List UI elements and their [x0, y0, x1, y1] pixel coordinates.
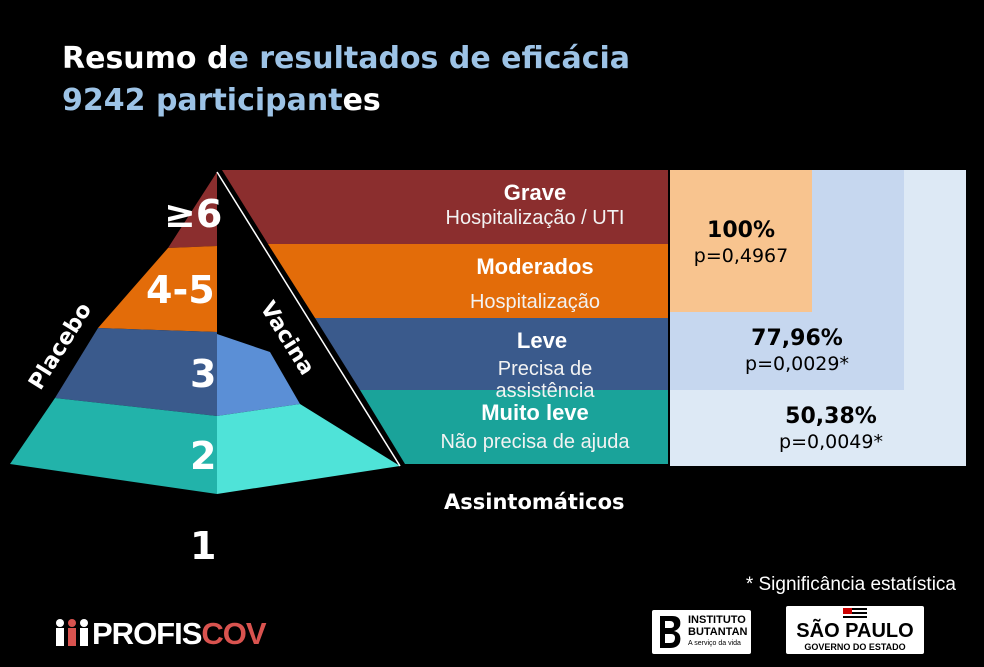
band-moderados-title: Moderados — [476, 254, 594, 279]
pyramid-placebo-moderate — [98, 246, 217, 332]
band-grave-sub: Hospitalização / UTI — [445, 207, 625, 229]
pyramid-vacina-very-mild — [217, 404, 400, 494]
butantan-line-3: A serviço da vida — [688, 640, 741, 647]
level-3: 3 — [190, 352, 217, 396]
pyramid-placebo-very-mild — [10, 398, 217, 494]
band-muito-leve-title: Muito leve — [481, 400, 589, 425]
title-line-2-part-a: 9242 participant — [62, 83, 343, 118]
profiscov-text-b: COV — [201, 616, 266, 651]
band-moderados — [268, 244, 668, 318]
butantan-text: INSTITUTO BUTANTAN A serviço da vida — [688, 614, 747, 650]
butantan-line-1: INSTITUTO — [688, 614, 746, 626]
pyramid-placebo-mild — [55, 328, 217, 416]
profiscov-text-a: PROFIS — [92, 616, 202, 651]
level-2: 2 — [190, 434, 217, 478]
efficacy-p-100: p=0,4967 — [693, 245, 789, 267]
sp-text-1: SÃO PAULO — [796, 620, 914, 642]
sao-paulo-logo: SÃO PAULO GOVERNO DO ESTADO — [786, 606, 924, 654]
band-muito-leve-text: Muito leve Não precisa de ajuda — [400, 400, 670, 454]
efficacy-leve: 77,96% p=0,0029* — [722, 326, 872, 376]
efficacy-p-7796: p=0,0029* — [745, 353, 849, 375]
butantan-logo: INSTITUTO BUTANTAN A serviço da vida — [652, 610, 752, 654]
title-line-1-part-a: Resumo d — [62, 41, 229, 76]
pyramid-vacina-mild — [217, 334, 300, 416]
level-6-plus: ≥6 — [164, 192, 223, 236]
title-line-2-part-b: es — [342, 83, 381, 118]
band-grave-text: Grave Hospitalização / UTI — [400, 180, 670, 230]
band-grave-title: Grave — [503, 180, 567, 205]
people-icon — [56, 619, 88, 646]
sp-flag-icon — [843, 608, 867, 618]
efficacy-muito-leve: 50,38% p=0,0049* — [756, 404, 906, 454]
pyramid-placebo-top — [168, 172, 217, 248]
efficacy-box-inner — [670, 170, 812, 312]
efficacy-pct-100: 100% — [707, 218, 775, 243]
assintomaticos-label: Assintomáticos — [444, 490, 625, 514]
level-1: 1 — [190, 524, 217, 568]
band-moderados-sub: Hospitalização — [469, 291, 601, 313]
profiscov-logo: PROFISCOV — [52, 616, 267, 652]
title-line-1: Resumo de resultados de eficácia — [62, 38, 630, 80]
band-grave — [222, 170, 668, 244]
footnote: * Significância estatística — [745, 574, 956, 595]
sp-text-2: GOVERNO DO ESTADO — [804, 642, 906, 652]
title-line-1-part-b: e resultados de eficácia — [228, 41, 631, 76]
band-leve — [315, 318, 668, 390]
efficacy-grave-moderados: 100% p=0,4967 — [686, 218, 796, 268]
band-leve-text: Leve Precisa de assistência — [410, 328, 680, 402]
efficacy-p-5038: p=0,0049* — [779, 431, 883, 453]
butantan-line-2: BUTANTAN — [688, 626, 748, 638]
band-muito-leve — [360, 390, 668, 464]
slide-title: Resumo de resultados de eficácia 9242 pa… — [62, 38, 630, 122]
pyramid-edge — [216, 171, 401, 467]
band-leve-title: Leve — [516, 328, 568, 353]
band-moderados-text: Moderados Hospitalização — [400, 254, 670, 314]
efficacy-pct-5038: 50,38% — [785, 404, 877, 429]
band-muito-leve-sub: Não precisa de ajuda — [440, 431, 630, 453]
band-leve-sub: Precisa de assistência — [495, 358, 595, 402]
efficacy-pct-7796: 77,96% — [751, 326, 843, 351]
title-line-2: 9242 participantes — [62, 80, 630, 122]
level-4-5: 4-5 — [146, 268, 215, 312]
butantan-b-icon — [660, 616, 681, 648]
